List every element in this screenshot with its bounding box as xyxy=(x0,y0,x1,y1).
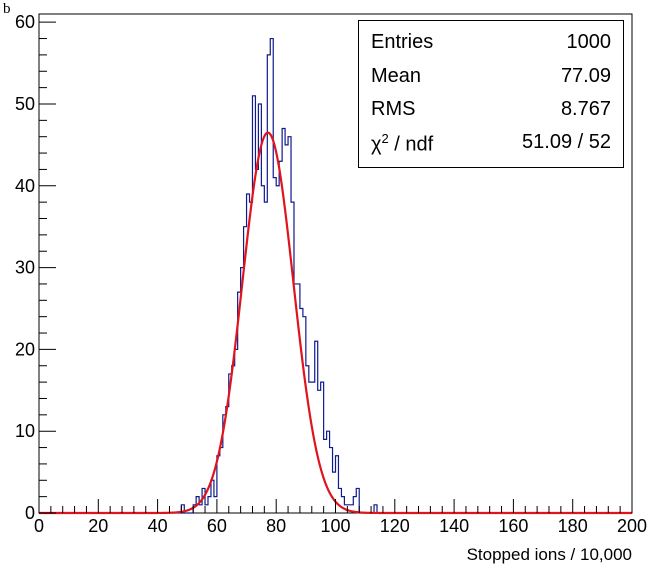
chi-exponent: 2 xyxy=(381,131,389,146)
statistics-box: Entries 1000 Mean 77.09 RMS 8.767 χ2 / n… xyxy=(358,20,624,168)
histogram-outline xyxy=(39,37,632,514)
y-tick-label: 50 xyxy=(15,94,35,114)
stats-value: 8.767 xyxy=(560,98,611,120)
y-tick-label: 60 xyxy=(15,12,35,32)
chi-symbol: χ xyxy=(371,133,382,156)
stats-value: 51.09 / 52 xyxy=(522,131,611,153)
x-tick-label: 160 xyxy=(498,516,528,536)
x-axis-title: Stopped ions / 10,000 xyxy=(467,545,632,564)
stats-row-rms: RMS 8.767 xyxy=(371,98,611,128)
stats-row-mean: Mean 77.09 xyxy=(371,65,611,95)
y-tick-label: 30 xyxy=(15,258,35,278)
stats-key: RMS xyxy=(371,98,416,120)
histogram-series xyxy=(39,37,632,514)
x-tick-label: 180 xyxy=(558,516,588,536)
stats-row-chi2-ndf: χ2 / ndf 51.09 / 52 xyxy=(371,131,611,161)
stats-value: 1000 xyxy=(566,31,612,53)
y-tick-label: 40 xyxy=(15,176,35,196)
x-tick-label: 20 xyxy=(88,516,108,536)
y-tick-label: 10 xyxy=(15,421,35,441)
x-tick-label: 200 xyxy=(617,516,647,536)
x-tick-label: 60 xyxy=(207,516,227,536)
y-tick-label: 20 xyxy=(15,339,35,359)
stats-key: Entries xyxy=(371,31,434,53)
stats-key: Mean xyxy=(371,65,422,87)
x-tick-label: 120 xyxy=(380,516,410,536)
chi-key-rest: / ndf xyxy=(388,133,434,156)
panel-label: b xyxy=(3,1,11,17)
x-tick-label: 0 xyxy=(34,516,44,536)
x-tick-label: 40 xyxy=(148,516,168,536)
x-tick-label: 100 xyxy=(320,516,350,536)
stats-key: χ2 / ndf xyxy=(371,131,433,157)
x-tick-label: 140 xyxy=(439,516,469,536)
axes: 0 20 40 60 80 100 120 140 160 180 200 0 10 20 30 40 50 60 xyxy=(15,12,647,536)
stats-row-entries: Entries 1000 xyxy=(371,31,611,61)
x-tick-label: 80 xyxy=(266,516,286,536)
stats-value: 77.09 xyxy=(560,65,611,87)
y-tick-label: 0 xyxy=(25,503,35,523)
